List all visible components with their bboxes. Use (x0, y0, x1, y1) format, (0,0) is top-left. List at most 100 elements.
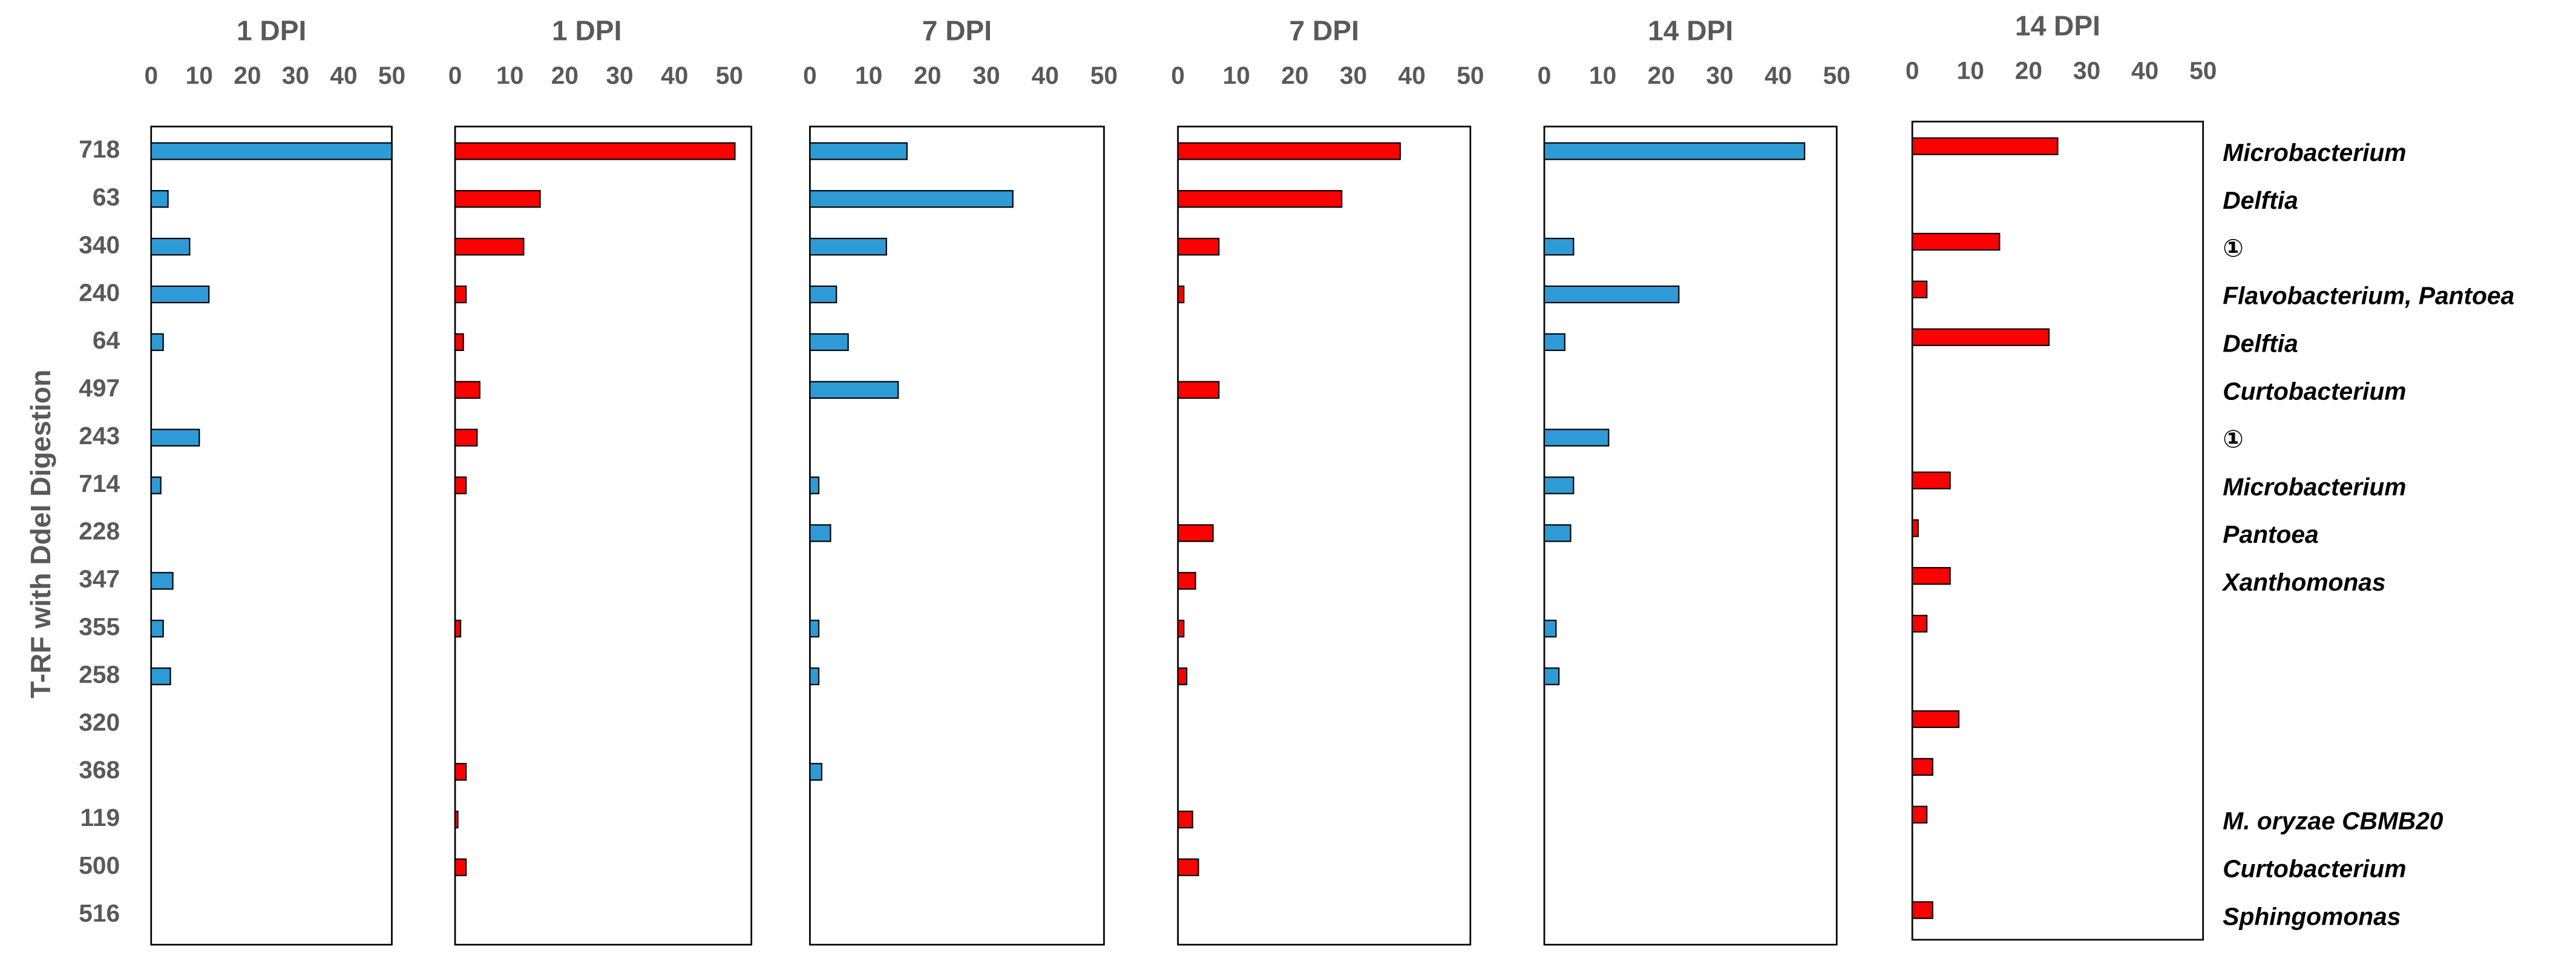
x-tick-label: 10 (1223, 61, 1250, 89)
bar (1543, 667, 1560, 686)
x-tick-label: 20 (551, 61, 578, 89)
bar (1912, 519, 1919, 537)
y-tick-label: 240 (79, 278, 120, 306)
bar (1177, 142, 1401, 160)
bar (150, 428, 200, 447)
bar (1177, 524, 1214, 542)
y-tick-label: 340 (79, 231, 120, 258)
bar (809, 237, 887, 256)
x-tick-label: 30 (1340, 61, 1367, 89)
x-tick-label: 50 (1457, 61, 1484, 89)
bar (1912, 567, 1951, 585)
bar (809, 285, 837, 304)
x-tick-label: 30 (972, 61, 1000, 89)
taxon-label: Flavobacterium, Pantoea (2223, 282, 2514, 310)
x-tick-label: 20 (234, 61, 261, 89)
bar (1177, 190, 1343, 208)
x-tick-label: 30 (282, 61, 309, 89)
x-tick-label: 40 (2131, 56, 2158, 84)
y-tick-label: 63 (93, 183, 120, 211)
bar (150, 285, 210, 304)
taxon-label: Sphingomonas (2223, 902, 2401, 930)
plot-frame (150, 125, 393, 946)
y-axis-label: T-RF with DdeI Digestion (25, 370, 56, 698)
taxon-label: ① (2223, 425, 2243, 453)
bar (454, 476, 467, 494)
x-tick-label: 50 (1823, 61, 1850, 89)
x-tick-label: 10 (1589, 61, 1616, 89)
bar (1177, 858, 1199, 876)
x-tick-label: 50 (716, 61, 743, 89)
x-tick-label: 50 (378, 61, 405, 89)
panel-title: 1 DPI (237, 15, 306, 47)
bar (1912, 901, 1933, 919)
x-tick-label: 0 (448, 61, 462, 89)
bar (1177, 810, 1193, 829)
x-tick-label: 0 (803, 61, 817, 89)
bar (1912, 758, 1933, 776)
bar (809, 333, 849, 352)
y-tick-label: 320 (79, 708, 120, 736)
x-tick-label: 10 (1957, 56, 1984, 84)
taxon-label: Delftia (2223, 330, 2298, 358)
x-tick-label: 10 (186, 61, 213, 89)
x-tick-label: 40 (1398, 61, 1426, 89)
x-tick-label: 0 (1906, 56, 1919, 84)
bar (1543, 285, 1680, 304)
bar (1543, 142, 1806, 160)
y-tick-label: 500 (79, 851, 120, 879)
taxon-label: Curtobacterium (2223, 854, 2406, 882)
x-tick-label: 0 (1171, 61, 1185, 89)
x-tick-label: 30 (2073, 56, 2100, 84)
bar (1912, 471, 1951, 490)
bar (454, 810, 459, 829)
x-tick-label: 50 (2189, 56, 2217, 84)
bar (454, 142, 736, 160)
y-tick-label: 718 (79, 136, 120, 163)
y-tick-label: 258 (79, 660, 120, 688)
bar (1912, 137, 2059, 156)
bar (454, 285, 467, 304)
panel-title: 14 DPI (2015, 10, 2100, 41)
taxon-label: M. oryzae CBMB20 (2223, 807, 2443, 835)
x-tick-label: 50 (1090, 61, 1118, 89)
y-tick-label: 497 (79, 374, 120, 402)
panel-title: 7 DPI (1290, 15, 1359, 47)
bar (1177, 381, 1220, 399)
bar (1912, 232, 2001, 251)
bar (454, 858, 467, 876)
bar (150, 237, 191, 256)
x-tick-label: 20 (2015, 56, 2042, 84)
y-tick-label: 714 (79, 470, 120, 497)
bar (1177, 572, 1196, 590)
bar (1543, 428, 1610, 447)
bar (809, 667, 820, 686)
panel-title: 14 DPI (1648, 15, 1733, 47)
plot-frame (454, 125, 753, 946)
y-tick-label: 228 (79, 517, 120, 545)
bar (1177, 620, 1185, 638)
x-tick-label: 40 (1032, 61, 1059, 89)
x-tick-label: 40 (330, 61, 357, 89)
y-tick-label: 119 (80, 804, 120, 831)
bar (809, 381, 899, 399)
y-tick-label: 64 (93, 326, 120, 354)
x-tick-label: 20 (914, 61, 941, 89)
bar (150, 476, 162, 494)
x-tick-label: 10 (496, 61, 523, 89)
bar (1912, 710, 1960, 729)
taxon-label: Microbacterium (2223, 473, 2406, 500)
x-tick-label: 40 (661, 61, 688, 89)
bar (809, 524, 831, 542)
plot-frame (1543, 125, 1838, 946)
bar (454, 190, 541, 208)
taxon-label: Pantoea (2223, 520, 2318, 548)
y-tick-label: 516 (79, 899, 120, 927)
panel-title: 1 DPI (552, 15, 621, 47)
bar (1543, 620, 1557, 638)
bar (150, 190, 169, 208)
bar (809, 620, 820, 638)
bar (454, 762, 467, 781)
